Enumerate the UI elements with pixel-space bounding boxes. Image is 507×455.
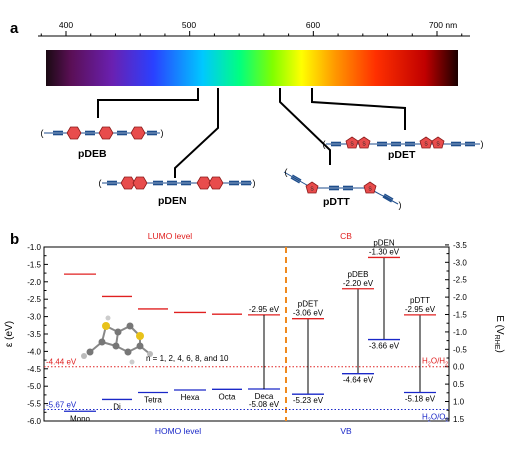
left-tick-label: -5.0 <box>27 382 41 391</box>
wl-tick-label-500: 500 <box>182 20 196 30</box>
oligomer-homo-value: -5.08 eV <box>249 400 280 409</box>
polymer-cb-value: -2.20 eV <box>343 279 374 288</box>
right-tick-label: 0.5 <box>453 380 465 389</box>
svg-text:): ) <box>481 139 484 149</box>
pdet-structure: ( ) <box>323 136 484 149</box>
panel-a-letter: a <box>10 20 19 37</box>
polymer-name-label: pDET <box>298 300 319 309</box>
svg-text:(: ( <box>323 139 326 149</box>
oligomer-name-label: Deca <box>255 392 274 401</box>
polymer-cb-value: -1.30 eV <box>369 247 400 256</box>
polymer-vb-value: -4.64 eV <box>343 376 374 385</box>
h2o-o2-label: H2O/O2 <box>422 413 449 424</box>
pdet-label: pDET <box>388 149 416 161</box>
polymer-name-label: pDEB <box>348 270 369 279</box>
n-series-label: n = 1, 2, 4, 6, 8, and 10 <box>146 354 229 363</box>
right-tick-label: -2.0 <box>453 293 467 302</box>
right-tick-label: -1.5 <box>453 311 467 320</box>
polymer-cb-value: -2.95 eV <box>405 305 436 314</box>
pdeb-structure: ( ) <box>41 126 164 140</box>
polymer-vb-value: -5.23 eV <box>293 396 324 405</box>
visible-spectrum-bar <box>46 50 458 86</box>
left-axis-label: ε (eV) <box>4 321 15 347</box>
wavelength-axis <box>38 31 470 37</box>
polymer-cb-value: -3.06 eV <box>293 309 324 318</box>
oligomer-name-label: Octa <box>219 392 236 401</box>
panel-a: a 400 500 600 700 nm ( ) <box>10 20 484 210</box>
homo-ref-value: -5.67 eV <box>46 401 77 410</box>
right-tick-label: -0.5 <box>453 345 467 354</box>
pdeb-label: pDEB <box>78 148 107 160</box>
svg-text:): ) <box>253 178 256 188</box>
homo-title: HOMO level <box>155 426 201 436</box>
polymer-name-label: pDEN <box>373 238 395 247</box>
oligomer-name-label: Tetra <box>144 395 162 404</box>
svg-text:(: ( <box>99 178 102 188</box>
thiophene-molecule-model <box>81 315 153 365</box>
pden-label: pDEN <box>158 195 187 207</box>
left-tick-label: -3.5 <box>27 330 41 339</box>
left-tick-label: -1.5 <box>27 260 41 269</box>
svg-text:): ) <box>161 128 164 138</box>
left-tick-label: -6.0 <box>27 417 41 426</box>
panel-b-letter: b <box>10 231 19 248</box>
wl-tick-label-700: 700 nm <box>429 20 457 30</box>
wl-tick-label-400: 400 <box>59 20 73 30</box>
right-tick-label: -1.0 <box>453 328 467 337</box>
left-tick-label: -2.0 <box>27 278 41 287</box>
polymer-vb-value: -3.66 eV <box>369 342 400 351</box>
left-tick-label: -3.0 <box>27 313 41 322</box>
oligomer-name-label: Di <box>113 402 121 411</box>
left-tick-label: -5.5 <box>27 400 41 409</box>
pden-structure: ( ) <box>99 176 256 190</box>
left-tick-label: -4.0 <box>27 347 41 356</box>
svg-text:(: ( <box>41 128 44 138</box>
svg-text:(: ( <box>285 167 288 177</box>
oligomer-name-label: Mono <box>70 414 91 423</box>
right-axis-label: E (VRHE) <box>493 315 505 353</box>
right-tick-label: -3.0 <box>453 258 467 267</box>
lumo-title: LUMO level <box>148 231 193 241</box>
right-tick-label: -2.5 <box>453 276 467 285</box>
right-tick-label: 1.0 <box>453 398 465 407</box>
svg-text:): ) <box>399 200 402 210</box>
lumo-ref-value: -4.44 eV <box>46 358 77 367</box>
left-tick-label: -1.0 <box>27 243 41 252</box>
right-tick-label: -3.5 <box>453 241 467 250</box>
vb-title: VB <box>340 426 352 436</box>
oligomer-lumo-value: -2.95 eV <box>249 305 280 314</box>
h2o-h2-label: H2O/H2 <box>422 357 448 368</box>
pdtt-structure: ( ) <box>283 167 402 210</box>
energy-level-marks: Mono Di Tetra Hexa Octa Deca -2.95 eV -5.08 eV p… <box>64 238 436 423</box>
left-tick-label: -4.5 <box>27 365 41 374</box>
polymer-vb-value: -5.18 eV <box>405 394 436 403</box>
panel-b: b -1.0 -1.5 -2.0 -2.5 -3.0 -3.5 -4.0 -4.5 -5.0 -5… <box>4 231 505 436</box>
polymer-name-label: pDTT <box>410 296 430 305</box>
cb-title: CB <box>340 231 352 241</box>
oligomer-name-label: Hexa <box>181 393 200 402</box>
right-axis-ticks: -3.5 -3.0 -2.5 -2.0 -1.5 -1.0 -0.5 0.0 0.5 1.0 1.5 <box>445 241 467 424</box>
left-tick-label: -2.5 <box>27 295 41 304</box>
pdtt-label: pDTT <box>323 196 350 208</box>
wl-tick-label-600: 600 <box>306 20 320 30</box>
right-tick-label: 1.5 <box>453 415 465 424</box>
left-axis-ticks: -1.0 -1.5 -2.0 -2.5 -3.0 -3.5 -4.0 -4.5 -5.0 -5.5… <box>27 243 48 426</box>
right-tick-label: 0.0 <box>453 363 465 372</box>
leader-lines <box>97 88 406 178</box>
